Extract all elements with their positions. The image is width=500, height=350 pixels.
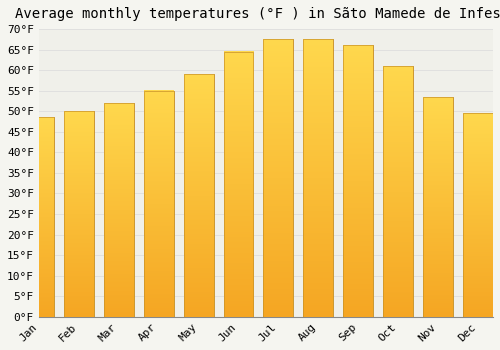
Bar	[184, 74, 214, 317]
Bar	[423, 97, 453, 317]
Bar	[24, 118, 54, 317]
Bar	[463, 113, 493, 317]
Bar	[64, 111, 94, 317]
Title: Average monthly temperatures (°F ) in Sãto Mamede de Infesta: Average monthly temperatures (°F ) in Sã…	[14, 7, 500, 21]
Bar	[104, 103, 134, 317]
Bar	[383, 66, 413, 317]
Bar	[304, 39, 334, 317]
Bar	[344, 46, 374, 317]
Bar	[224, 52, 254, 317]
Bar	[264, 39, 294, 317]
Bar	[144, 91, 174, 317]
